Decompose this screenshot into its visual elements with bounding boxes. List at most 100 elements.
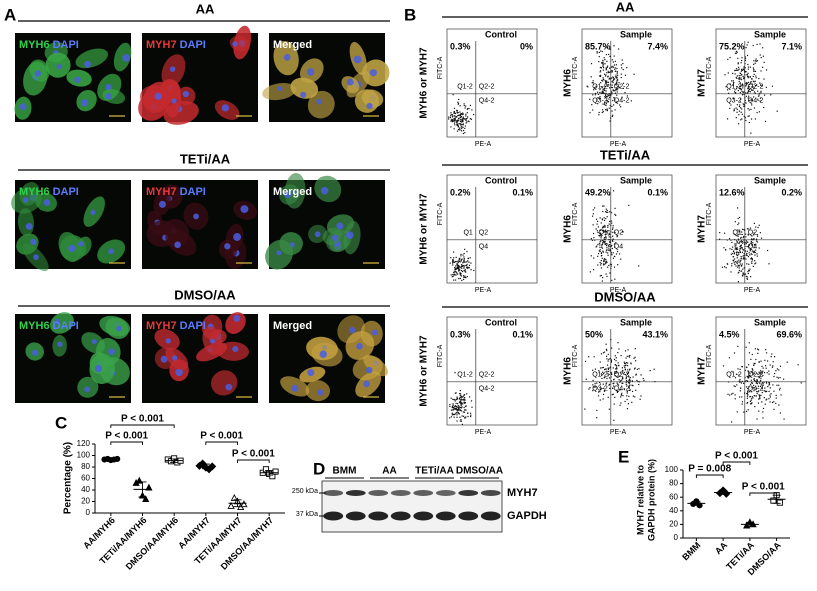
event-dot	[758, 111, 760, 113]
event-dot	[768, 390, 770, 393]
event-dot	[755, 58, 757, 60]
event-dot	[601, 79, 603, 82]
event-dot	[728, 92, 730, 94]
event-dot	[750, 379, 752, 381]
event-dot	[621, 96, 623, 98]
event-dot	[616, 101, 618, 103]
event-dot	[601, 374, 603, 376]
event-dot	[614, 246, 616, 248]
event-dot	[762, 407, 765, 410]
event-dot	[461, 113, 463, 116]
event-dot	[734, 92, 737, 94]
event-dot	[612, 227, 614, 229]
event-dot	[620, 372, 622, 374]
event-dot	[613, 78, 616, 80]
gate-label: Q1-2	[592, 372, 608, 379]
event-dot	[768, 373, 770, 375]
marker-label: MYH6	[19, 39, 50, 51]
event-dot	[454, 115, 456, 117]
event-dot	[609, 357, 611, 360]
event-dot	[606, 275, 608, 278]
event-dot	[627, 369, 629, 371]
event-dot	[463, 394, 465, 396]
nucleus	[57, 341, 63, 347]
nucleus	[232, 41, 238, 47]
event-dot	[748, 377, 750, 379]
event-dot	[459, 277, 461, 280]
event-dot	[452, 259, 454, 261]
event-dot	[600, 262, 602, 265]
event-dot	[627, 349, 629, 351]
event-dot	[633, 368, 636, 370]
event-dot	[457, 409, 459, 411]
event-dot	[618, 82, 620, 84]
event-dot	[753, 251, 755, 254]
event-dot	[621, 59, 623, 61]
event-dot	[460, 123, 463, 126]
event-dot	[450, 114, 452, 116]
event-dot	[735, 245, 737, 247]
event-dot	[755, 380, 757, 382]
event-dot	[463, 252, 465, 255]
event-dot	[607, 252, 609, 254]
plot-frame	[715, 28, 807, 138]
event-dot	[747, 270, 749, 273]
event-dot	[756, 381, 758, 383]
event-dot	[751, 382, 753, 384]
event-dot	[614, 231, 616, 234]
event-dot	[749, 276, 752, 278]
event-dot	[748, 352, 751, 354]
event-dot	[760, 372, 762, 374]
event-dot	[628, 385, 631, 387]
event-dot	[736, 253, 738, 255]
event-dot	[466, 112, 468, 114]
event-dot	[453, 261, 455, 263]
event-dot	[630, 100, 632, 102]
event-dot	[625, 378, 627, 380]
event-dot	[736, 77, 738, 79]
event-dot	[599, 234, 601, 236]
micrograph: Merged	[262, 33, 390, 122]
event-dot	[735, 251, 738, 254]
event-dot	[730, 104, 732, 106]
event-dot	[608, 249, 610, 252]
event-dot	[458, 409, 460, 411]
event-dot	[740, 240, 742, 242]
event-dot	[456, 398, 459, 400]
gate-label: Q2	[614, 230, 623, 237]
event-dot	[747, 107, 749, 110]
event-dot	[752, 371, 754, 373]
event-dot	[748, 115, 750, 117]
event-dot	[778, 384, 780, 386]
event-dot	[767, 360, 769, 362]
gate-label: Q2	[748, 230, 757, 237]
event-dot	[745, 254, 747, 256]
band	[345, 490, 366, 496]
event-dot	[588, 356, 590, 358]
event-dot	[457, 265, 460, 267]
event-dot	[747, 234, 749, 236]
event-dot	[742, 85, 744, 87]
event-dot	[746, 277, 748, 280]
nucleus	[30, 238, 37, 245]
event-dot	[612, 76, 614, 78]
event-dot	[746, 402, 748, 404]
event-dot	[611, 77, 613, 79]
event-dot	[750, 242, 752, 244]
event-dot	[733, 110, 735, 112]
quadrant-percent: 43.1%	[642, 329, 668, 339]
event-dot	[629, 384, 631, 386]
event-dot	[452, 407, 454, 409]
event-dot	[614, 92, 617, 94]
nucleus	[314, 231, 321, 238]
event-dot	[750, 99, 752, 101]
event-dot	[741, 274, 744, 276]
event-dot	[740, 237, 742, 239]
event-dot	[593, 356, 595, 358]
band	[323, 511, 344, 521]
event-dot	[762, 384, 764, 387]
event-dot	[752, 242, 754, 244]
event-dot	[601, 218, 603, 220]
plot-frame	[581, 28, 673, 138]
nucleus	[74, 76, 81, 84]
